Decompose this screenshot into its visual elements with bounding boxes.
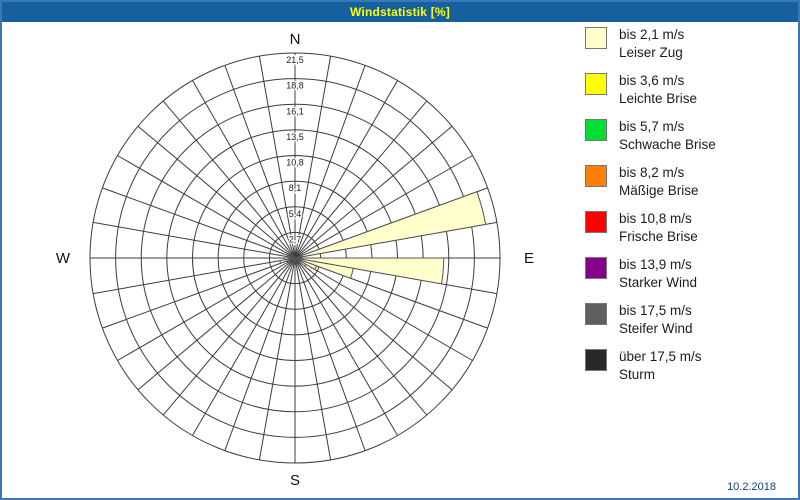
legend-label: bis 2,1 m/s Leiser Zug (619, 27, 685, 60)
legend-color-swatch (585, 349, 607, 371)
legend-item: bis 17,5 m/s Steifer Wind (585, 302, 790, 338)
legend-item: bis 3,6 m/s Leichte Brise (585, 72, 790, 108)
legend-color-swatch (585, 303, 607, 325)
legend-label: bis 5,7 m/s Schwache Brise (619, 119, 716, 152)
wind-sector (290, 253, 296, 259)
ring-label: 16,1 (286, 106, 304, 116)
compass-label: E (524, 250, 534, 267)
ring-label: 18,8 (286, 81, 304, 91)
wind-sector (292, 257, 296, 265)
wind-sector (286, 257, 296, 264)
page-title: Windstatistik [%] (350, 5, 450, 19)
ring-label: 2,7 (289, 234, 302, 244)
legend-color-swatch (585, 27, 607, 49)
wind-sector (284, 257, 296, 261)
ring-label: 10,8 (286, 158, 304, 168)
wind-sectors (279, 191, 487, 285)
wind-sector (286, 254, 296, 259)
wind-sector (294, 257, 307, 267)
date-label: 10.2.2018 (727, 481, 776, 493)
wind-sector (294, 257, 298, 264)
compass-label: N (290, 31, 301, 48)
compass-label: S (290, 472, 300, 489)
legend-color-swatch (585, 165, 607, 187)
legend-color-swatch (585, 257, 607, 279)
ring-label: 13,5 (286, 132, 304, 142)
ring-label: 21,5 (286, 55, 304, 65)
legend-item: bis 5,7 m/s Schwache Brise (585, 118, 790, 154)
wind-sector (294, 191, 487, 259)
compass-label: W (56, 250, 71, 267)
windrose-chart: 2,7 5,4 8,1 10,8 13,5 16,1 18,8 21,5 N S W E (56, 31, 534, 489)
legend-color-swatch (585, 211, 607, 233)
legend-item: bis 10,8 m/s Frische Brise (585, 210, 790, 246)
legend-label: bis 10,8 m/s Frische Brise (619, 211, 698, 244)
legend-item: bis 13,9 m/s Starker Wind (585, 256, 790, 292)
legend-label: über 17,5 m/s Sturm (619, 349, 702, 382)
title-bar: Windstatistik [%] (2, 2, 798, 22)
legend: bis 2,1 m/s Leiser Zug bis 3,6 m/s Leichte … (585, 26, 790, 394)
compass-labels: N S W E (56, 31, 534, 489)
legend-color-swatch (585, 73, 607, 95)
legend-color-swatch (585, 119, 607, 141)
ring-label: 8,1 (289, 183, 302, 193)
legend-item: bis 8,2 m/s Mäßige Brise (585, 164, 790, 200)
legend-label: bis 13,9 m/s Starker Wind (619, 257, 698, 290)
legend-item: über 17,5 m/s Sturm (585, 348, 790, 384)
ring-labels: 2,7 5,4 8,1 10,8 13,5 16,1 18,8 21,5 (285, 54, 305, 246)
legend-item: bis 2,1 m/s Leiser Zug (585, 26, 790, 62)
legend-label: bis 8,2 m/s Mäßige Brise (619, 165, 699, 198)
legend-label: bis 17,5 m/s Steifer Wind (619, 303, 693, 336)
ring-label: 5,4 (289, 209, 302, 219)
legend-label: bis 3,6 m/s Leichte Brise (619, 73, 698, 106)
chart-area: 2,7 5,4 8,1 10,8 13,5 16,1 18,8 21,5 N S W E (2, 22, 798, 498)
